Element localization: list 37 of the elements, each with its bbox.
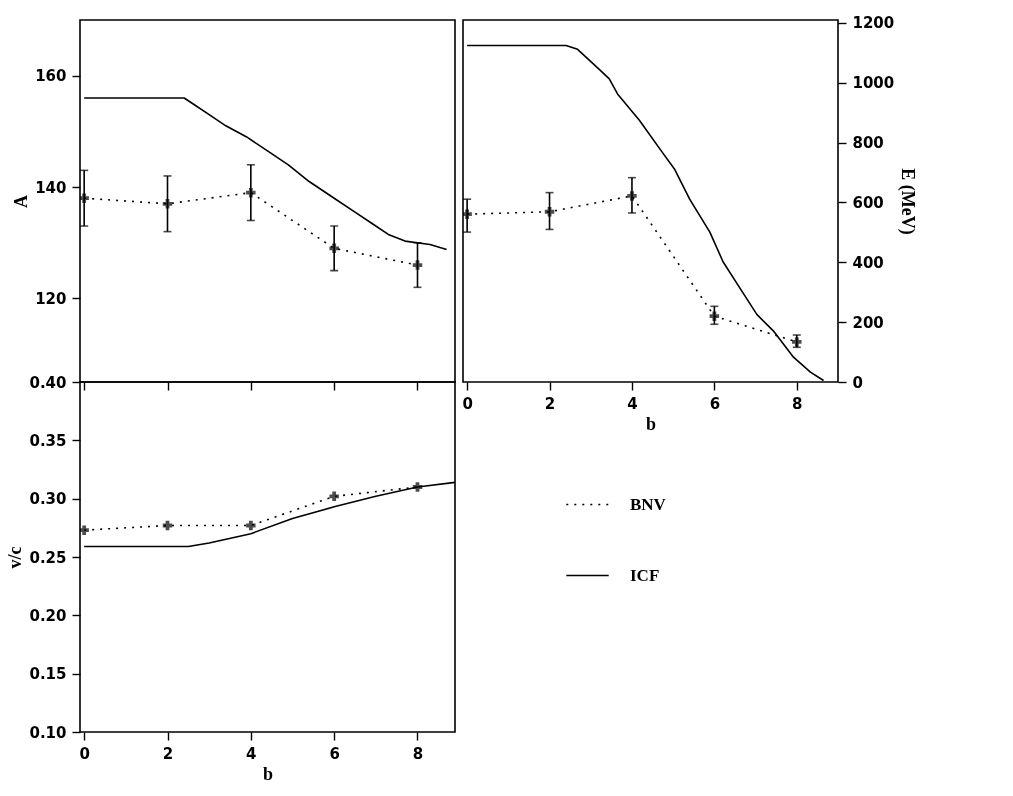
y2-tick-label: 800 xyxy=(852,134,884,153)
y-tick-label: 0.10 xyxy=(29,723,67,742)
x-tick-label: 8 xyxy=(792,394,803,413)
y-tick-label: 0.25 xyxy=(29,548,67,567)
point xyxy=(329,491,339,502)
y-tick-label: 0.35 xyxy=(29,431,67,450)
y-tick-label: 120 xyxy=(35,289,67,308)
point xyxy=(246,520,256,531)
y2-tick-label: 1200 xyxy=(852,14,895,33)
x-tick-label: 0 xyxy=(79,744,90,763)
y-tick-label: 0.40 xyxy=(29,373,67,392)
x-tick-label: 8 xyxy=(412,744,424,763)
y-axis-title: v/c xyxy=(5,546,26,569)
y2-tick-label: 0 xyxy=(852,373,863,392)
point xyxy=(80,525,89,535)
x-axis-title: b xyxy=(645,413,657,434)
x-tick-label: 6 xyxy=(329,744,340,763)
x-tick-label: 6 xyxy=(709,394,721,413)
x-tick-label: 2 xyxy=(544,394,556,413)
y-axis-title: A xyxy=(11,195,32,208)
y2-tick-label: 400 xyxy=(852,253,884,272)
y2-tick-label: 200 xyxy=(852,313,884,332)
y-tick-label: 140 xyxy=(35,178,67,197)
x-tick-label: 4 xyxy=(627,394,638,413)
y2-tick-label: 1000 xyxy=(852,74,895,93)
legend-label: ICF xyxy=(630,565,660,585)
y2-tick-label: 600 xyxy=(852,194,884,212)
x-tick-label: 4 xyxy=(246,744,257,763)
y-tick-label: 0.20 xyxy=(29,606,67,625)
y-tick-label: 160 xyxy=(35,67,67,86)
x-tick-label: 0 xyxy=(462,394,473,413)
x-axis-title: b xyxy=(262,763,274,784)
x-tick-label: 2 xyxy=(162,744,174,763)
y-tick-label: 0.30 xyxy=(29,490,67,509)
legend-label: BNV xyxy=(630,494,667,514)
y-tick-label: 0.15 xyxy=(29,665,67,684)
y2-axis-title: E (MeV) xyxy=(897,168,919,235)
